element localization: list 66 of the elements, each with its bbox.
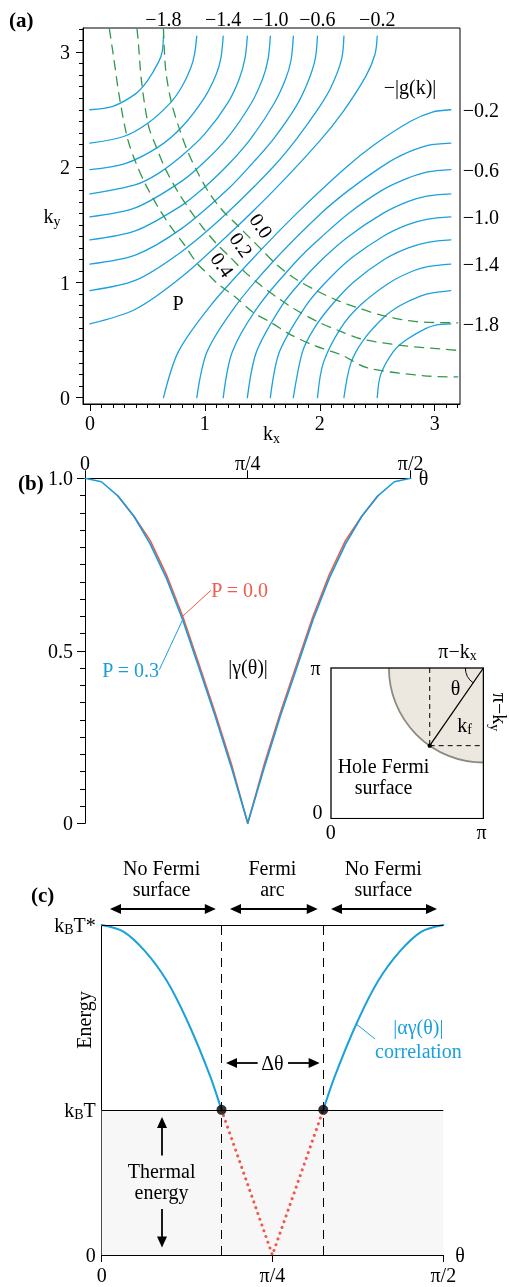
- y-tick-label: 0: [60, 386, 70, 409]
- text: 0: [85, 1243, 96, 1266]
- annotation: 0: [325, 820, 336, 843]
- text: π−k$_{x}$: [438, 639, 477, 664]
- x-tick-label: 2: [314, 412, 325, 434]
- text: No Fermi surface: [122, 857, 201, 900]
- ref-line-label: k$_{B}$T: [64, 1098, 96, 1123]
- line-series: [89, 35, 224, 171]
- line-series: [162, 109, 452, 399]
- annotation: 0: [312, 800, 323, 823]
- line-series: [292, 239, 452, 399]
- series-label: −1.4: [462, 253, 500, 276]
- x-tick-label: 1: [199, 412, 210, 434]
- x-tick-label: 3: [429, 412, 440, 434]
- chart-title: (a): [9, 7, 34, 32]
- series-label: |αγ(θ)| correlation: [375, 1016, 462, 1062]
- series-label: −1.8: [145, 8, 182, 31]
- line-series: [89, 35, 198, 144]
- x-tick-label: π/2: [430, 1264, 457, 1286]
- line-series: [89, 35, 378, 325]
- text: π: [476, 820, 487, 843]
- annotation: π: [310, 656, 321, 679]
- line-series: [89, 35, 249, 195]
- text: k$_{f}$: [457, 713, 472, 738]
- annotation: P: [172, 291, 184, 314]
- annotation: −|g(k)|: [383, 75, 437, 98]
- line-series: [196, 142, 452, 399]
- series-label: −1.0: [462, 205, 500, 228]
- text: θ: [450, 676, 461, 699]
- line-series: [343, 289, 452, 399]
- y-tick-label: 0: [63, 812, 73, 835]
- x-tick-label: π/4: [259, 1264, 286, 1286]
- series-label: −0.6: [299, 8, 336, 31]
- series-label: P = 0.3: [102, 658, 159, 681]
- series-label: −0.2: [359, 8, 396, 31]
- x-tick-label: 0: [96, 1264, 107, 1286]
- series-label: −0.2: [462, 98, 500, 121]
- series-label: −1.0: [252, 8, 289, 31]
- y-tick-label: 0.5: [48, 639, 73, 662]
- chart-title: (b): [18, 470, 44, 495]
- annotation: Δθ: [261, 1051, 284, 1074]
- series-label: −1.4: [205, 8, 242, 31]
- x-tick-label: 0: [84, 412, 95, 434]
- line-series: [316, 263, 452, 399]
- annotation: |γ(θ)|: [228, 655, 268, 678]
- band-label: Thermal energy: [127, 1160, 196, 1204]
- line-series: [89, 35, 345, 292]
- annotation: 0.0: [244, 208, 278, 242]
- text: Fermi arc: [248, 857, 297, 900]
- series-label: −1.8: [462, 312, 500, 335]
- y-axis-title: Energy: [72, 991, 96, 1049]
- chart-title: (c): [31, 882, 55, 907]
- series-label: −0.6: [462, 158, 500, 181]
- y-tick-label: 2: [60, 156, 70, 179]
- line-series: [162, 28, 459, 324]
- legend-label: P = 0.0: [211, 579, 268, 602]
- y-tick-label: 3: [60, 41, 70, 64]
- line-series: [376, 323, 452, 399]
- x-tick-label: 0: [80, 452, 90, 475]
- x-axis-title: θ: [455, 1244, 465, 1266]
- y-tick-label: 1.0: [48, 467, 73, 490]
- text: No Fermi surface: [344, 857, 422, 900]
- x-tick-label: π/4: [234, 452, 261, 475]
- y-tick-label: 1: [60, 271, 70, 294]
- ref-line-label: k$_{B}$T*: [54, 913, 96, 938]
- annotation: Hole Fermi surface: [337, 755, 430, 798]
